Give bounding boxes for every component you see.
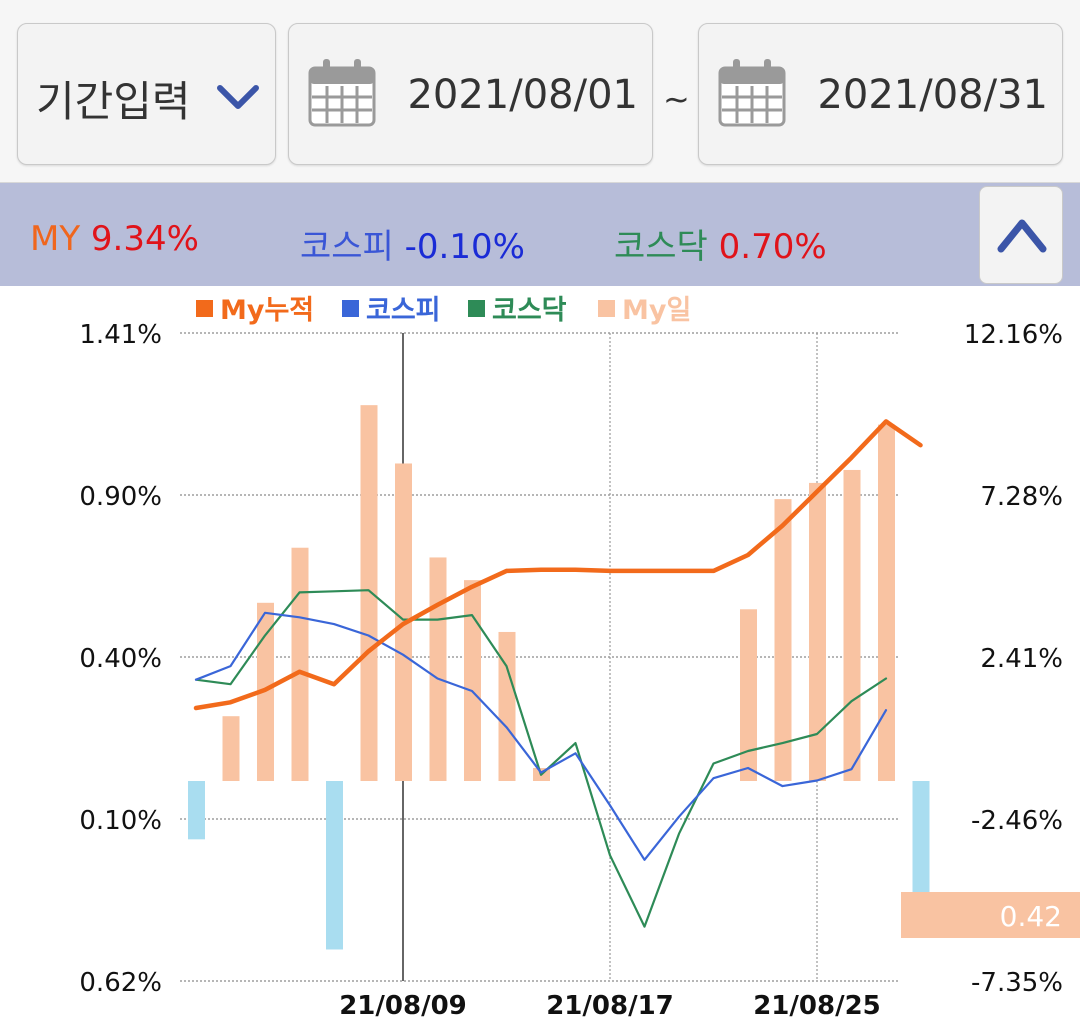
kospi-summary-label: 코스피: [300, 227, 394, 267]
current-value-badge: 0.42: [901, 892, 1080, 938]
bar-my-daily-5: [360, 405, 378, 781]
right-axis-label-2: 2.41%: [980, 644, 1063, 674]
return-chart: 1.41% 0.90% 0.40% 0.10% 0.62% 12.16% 7.28% 2.41…: [79, 295, 1080, 1021]
bar-my-daily-7: [429, 557, 447, 781]
calendar-icon: [718, 59, 786, 127]
line-kosdaq: [194, 589, 888, 928]
date-separator: ~: [663, 80, 690, 118]
bar-my-daily-20: [878, 424, 895, 781]
legend-label-1: 코스피: [366, 295, 441, 326]
x-tick-label-0: 21/08/09: [339, 991, 467, 1021]
chart-lines: [193, 419, 923, 928]
current-value-text: 0.42: [1000, 900, 1062, 933]
end-date-text: 2021/08/31: [817, 72, 1048, 118]
bar-my-daily-1: [222, 716, 240, 781]
x-tick-label-2: 21/08/25: [753, 991, 881, 1021]
start-date-text: 2021/08/01: [407, 72, 638, 118]
kosdaq-summary-value: 0.70%: [718, 227, 827, 267]
end-date-button[interactable]: 2021/08/31: [698, 23, 1063, 165]
chart-axes: 1.41% 0.90% 0.40% 0.10% 0.62% 12.16% 7.28% 2.41…: [79, 320, 1063, 1021]
bar-my-daily-3: [291, 547, 309, 781]
period-label: 기간입력: [36, 77, 191, 126]
my-summary-value: 9.34%: [90, 219, 199, 259]
bar-my-daily-9: [498, 631, 516, 781]
left-axis-label-3: 0.10%: [79, 806, 162, 836]
bar-my-daily-21: [912, 781, 930, 918]
x-tick-label-1: 21/08/17: [546, 991, 674, 1021]
chevron-up-icon: [997, 219, 1047, 253]
legend-label-3: My일: [622, 295, 691, 326]
bar-my-daily-8: [464, 580, 481, 781]
bar-my-daily-19: [843, 469, 861, 781]
my-daily-bars: [188, 405, 930, 950]
chevron-down-icon: [217, 85, 259, 109]
period-select-button[interactable]: 기간입력: [17, 23, 276, 165]
bar-my-daily-18: [809, 482, 826, 781]
chart-grid: [180, 332, 900, 982]
legend-label-0: My누적: [220, 295, 314, 326]
right-axis-label-1: 7.28%: [980, 482, 1063, 512]
my-summary-label: MY: [30, 219, 81, 259]
kospi-summary-value: -0.10%: [404, 227, 525, 267]
kosdaq-summary: 코스닥 0.70%: [614, 219, 827, 268]
calendar-icon: [308, 59, 376, 127]
bar-my-daily-16: [740, 609, 757, 781]
return-summary-bar: MY 9.34% 코스피 -0.10% 코스닥 0.70%: [0, 183, 1080, 286]
right-axis-label-3: -2.46%: [971, 806, 1063, 836]
filter-bar: 기간입력 2021/08/01 ~: [0, 0, 1080, 183]
chart-legend: My누적 코스피 코스닥 My일: [196, 295, 691, 326]
legend-swatch-0: [196, 300, 213, 317]
collapse-button[interactable]: [979, 186, 1063, 284]
current-value-box: [901, 892, 1080, 938]
kospi-summary: 코스피 -0.10%: [300, 219, 525, 268]
right-axis-label-4: -7.35%: [971, 968, 1063, 998]
left-axis-label-4: 0.62%: [79, 968, 162, 998]
bar-my-daily-4: [326, 781, 343, 950]
legend-swatch-3: [598, 300, 615, 317]
start-date-button[interactable]: 2021/08/01: [288, 23, 653, 165]
legend-swatch-1: [342, 300, 359, 317]
bar-my-daily-0: [188, 781, 205, 840]
right-axis-label-0: 12.16%: [964, 320, 1063, 350]
kosdaq-summary-label: 코스닥: [614, 227, 708, 267]
line-my-cumulative: [193, 419, 923, 711]
left-axis-label-1: 0.90%: [79, 482, 162, 512]
line-kospi: [194, 611, 888, 861]
legend-label-2: 코스닥: [492, 295, 567, 326]
my-summary: MY 9.34%: [30, 219, 199, 259]
legend-swatch-2: [468, 300, 485, 317]
left-axis-label-0: 1.41%: [79, 320, 162, 350]
left-axis-label-2: 0.40%: [79, 644, 162, 674]
bar-my-daily-17: [774, 499, 792, 781]
